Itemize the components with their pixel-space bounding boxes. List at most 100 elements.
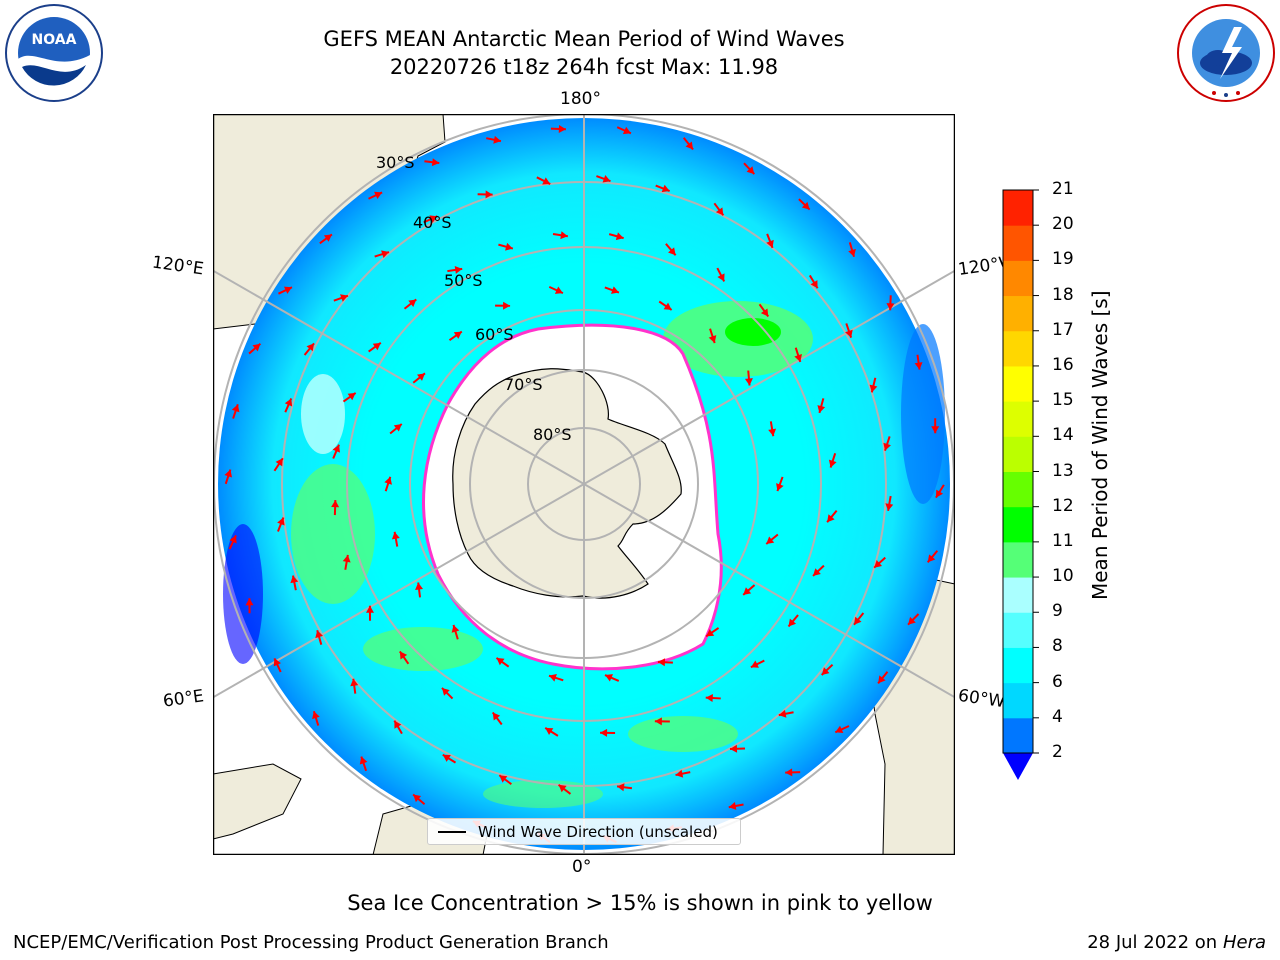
lat-label-40s: 40°S [413,213,452,232]
wave-direction-arrow [342,392,357,403]
wave-direction-arrow [423,215,438,224]
wave-direction-arrow [600,728,616,737]
legend: Wind Wave Direction (unscaled) [427,818,741,845]
wave-direction-arrow [536,176,551,185]
wave-direction-arrow [477,190,493,199]
wave-direction-arrow [231,404,240,419]
wave-direction-arrow [495,657,510,668]
wave-direction-arrow [441,687,454,700]
wave-direction-arrow [728,802,744,810]
colorbar [1002,189,1039,780]
colorbar-tick-label: 21 [1052,179,1074,199]
wave-direction-arrow [885,495,894,512]
wave-direction-arrow [596,175,611,183]
wave-direction-arrow [665,243,677,256]
lon-label-120e: 120°E [150,252,205,280]
wave-direction-arrow [655,184,671,193]
wave-direction-arrow [415,582,424,598]
lon-label-60e: 60°E [161,686,206,712]
colorbar-block [1003,225,1033,261]
wave-direction-arrow [713,202,725,216]
wave-direction-arrow [442,753,457,764]
wave-direction-arrow [654,717,670,726]
wave-direction-arrow [935,484,945,499]
wave-direction-arrow [785,768,801,777]
wave-direction-arrow [848,242,856,258]
wave-direction-arrow [424,158,440,167]
colorbar-block [1003,506,1033,543]
wave-direction-arrow [374,250,390,258]
wave-direction-arrow [812,564,825,577]
wave-direction-arrow [393,720,403,735]
lat-label-60s: 60°S [475,325,514,344]
wave-direction-arrow [742,584,756,596]
wave-direction-arrow [766,233,774,249]
wave-direction-arrow [716,267,726,282]
colorbar-block [1003,401,1033,437]
wave-direction-arrow [604,674,620,682]
wave-direction-arrow [389,423,403,435]
colorbar-block [1003,190,1033,226]
wave-direction-arrow [834,725,850,734]
wave-direction-arrow [412,793,426,805]
wave-direction-arrow [333,294,349,302]
wave-direction-arrow [877,671,889,685]
wave-direction-arrow [883,436,891,451]
colorbar-label: Mean Period of Wind Waves [s] [1088,290,1112,600]
wave-direction-arrow [907,613,920,626]
footer-date: 28 Jul 2022 on Hera [1087,932,1266,953]
wave-direction-arrow [248,342,262,355]
wave-direction-arrow [869,377,878,393]
noaa-logo-icon: NOAA [5,4,103,102]
colorbar-block [1003,682,1033,719]
wave-direction-arrow [552,231,569,240]
wave-direction-arrow [658,300,673,311]
wave-direction-arrow [886,295,895,311]
wave-direction-arrow [808,274,819,289]
chart-title: GEFS MEAN Antarctic Mean Period of Wind … [323,27,845,51]
africa-land [213,763,302,840]
wave-direction-arrow [705,627,720,638]
wave-direction-arrow [616,783,633,792]
colorbar-tick-label: 20 [1052,214,1074,235]
colorbar-block [1003,330,1033,367]
wave-direction-arrow [303,342,315,356]
colorbar-tick-label: 9 [1052,601,1063,622]
wave-direction-arrow [768,421,777,437]
wave-direction-arrow [350,678,359,694]
lat-label-30s: 30°S [376,153,415,172]
colorbar-tick-label: 18 [1052,284,1074,305]
lon-label-0: 0° [572,857,592,877]
wave-direction-arrow [705,693,721,702]
wave-direction-arrow [342,554,351,570]
wave-direction-arrow [743,162,756,175]
footer-credit: NCEP/EMC/Verification Post Processing Pr… [13,932,609,953]
wave-period-patches [223,301,945,808]
wave-direction-arrow [332,444,340,459]
colorbar-block [1003,436,1033,472]
nws-logo-icon [1177,4,1275,102]
wave-direction-arrow [315,629,323,645]
wave-direction-arrow [604,286,620,294]
chart-subtitle: 20220726 t18z 264h fcst Max: 11.98 [389,55,779,79]
footer-machine: Hera [1222,932,1266,953]
wave-direction-arrow [798,198,811,211]
wave-direction-arrow [384,476,392,492]
wave-direction-arrow [544,727,559,737]
wave-direction-arrow [845,323,853,338]
wave-direction-arrow [447,265,463,274]
wave-direction-arrow [224,469,233,485]
legend-line-swatch [438,831,466,833]
wave-direction-arrow [312,710,320,726]
wave-direction-arrow [926,550,939,563]
wave-direction-arrow [550,124,566,133]
wave-direction-arrow [776,476,784,492]
wave-direction-arrow [495,301,511,310]
wave-direction-arrow [826,509,838,523]
wave-direction-arrow [787,614,799,628]
wave-direction-arrow [412,372,426,384]
colorbar-block [1003,365,1033,402]
lat-label-80s: 80°S [533,425,572,444]
colorbar-tick-label: 12 [1052,495,1074,516]
legend-label: Wind Wave Direction (unscaled) [478,823,718,841]
